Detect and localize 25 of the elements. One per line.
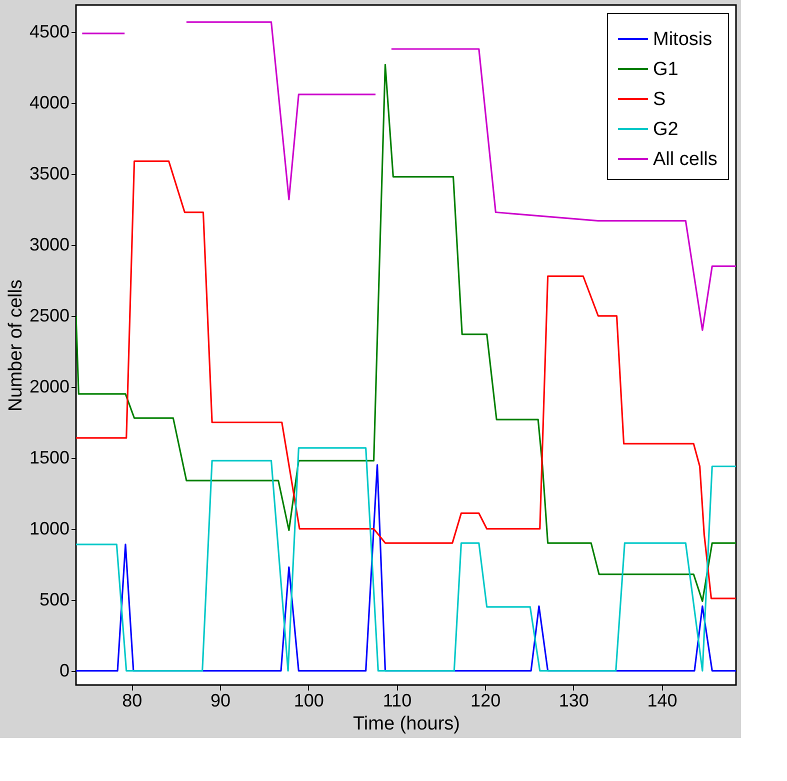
y-tick-label: 1500 bbox=[29, 447, 70, 468]
legend-label: G2 bbox=[653, 119, 678, 140]
x-tick-label: 80 bbox=[122, 690, 142, 710]
line-series bbox=[76, 64, 736, 602]
x-axis-title: Time (hours) bbox=[353, 714, 460, 734]
y-tick-label: 500 bbox=[39, 589, 70, 610]
legend-label: G1 bbox=[653, 59, 678, 80]
legend-label: Mitosis bbox=[653, 29, 712, 50]
y-tick-label: 4500 bbox=[29, 21, 70, 42]
y-tick-label: 4000 bbox=[29, 92, 70, 112]
y-tick-label: 2500 bbox=[29, 305, 70, 326]
y-tick-label: 2000 bbox=[29, 376, 70, 396]
y-tick-label: 1000 bbox=[29, 518, 70, 538]
legend-label: S bbox=[653, 89, 666, 110]
x-tick-label: 130 bbox=[558, 690, 589, 710]
x-tick-label: 100 bbox=[294, 690, 324, 710]
y-tick-label: 3500 bbox=[29, 163, 70, 184]
x-tick-label: 90 bbox=[210, 690, 231, 710]
y-tick-label: 3000 bbox=[29, 234, 70, 254]
x-tick-label: 120 bbox=[470, 690, 501, 710]
x-tick-label: 110 bbox=[382, 690, 412, 710]
y-axis-title: Number of cells bbox=[5, 280, 26, 412]
x-tick-label: 140 bbox=[647, 690, 678, 710]
legend-label: All cells bbox=[653, 149, 718, 170]
y-tick-label: 0 bbox=[59, 660, 70, 680]
